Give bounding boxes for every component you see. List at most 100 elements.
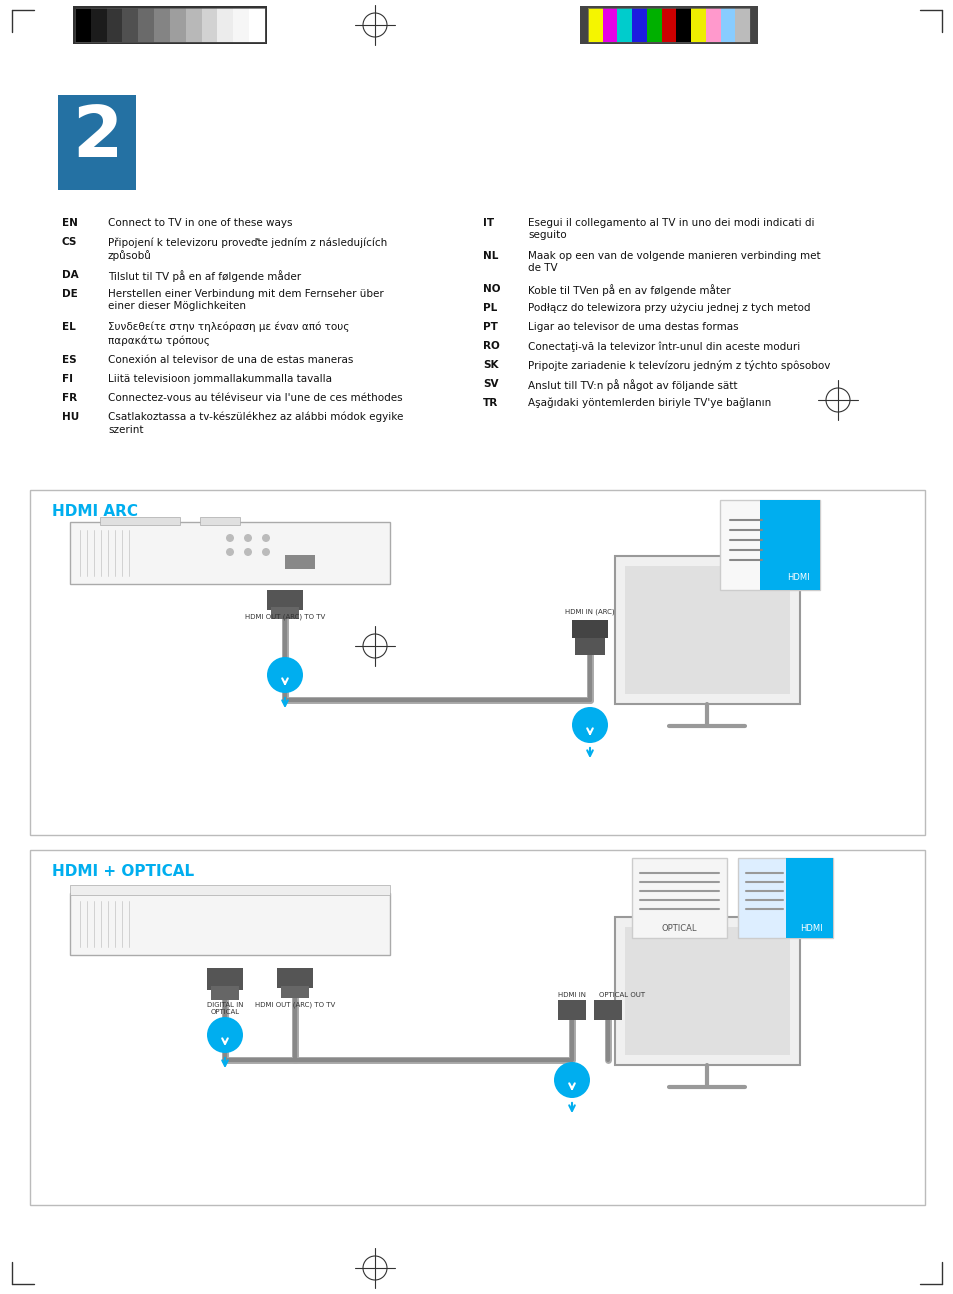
Text: FI: FI — [62, 374, 73, 384]
Text: Conectaţi-vă la televizor într-unul din aceste moduri: Conectaţi-vă la televizor într-unul din … — [527, 342, 800, 352]
Bar — [122, 8, 139, 41]
Bar — [30, 490, 924, 835]
Bar — [676, 8, 691, 41]
Text: Csatlakoztassa a tv-készülékhez az alábbi módok egyike
szerint: Csatlakoztassa a tv-készülékhez az alább… — [108, 411, 403, 435]
Text: HDMI IN (ARC): HDMI IN (ARC) — [564, 608, 614, 615]
Circle shape — [262, 534, 270, 542]
Bar — [107, 8, 123, 41]
Text: Aşağıdaki yöntemlerden biriyle TV'ye bağlanın: Aşağıdaki yöntemlerden biriyle TV'ye bağ… — [527, 399, 770, 409]
Bar — [217, 8, 233, 41]
Bar — [676, 8, 691, 41]
Bar — [154, 8, 171, 41]
Bar — [602, 8, 618, 41]
Bar — [785, 858, 832, 938]
Bar — [661, 8, 677, 41]
Bar — [170, 8, 186, 41]
Bar — [73, 6, 267, 44]
Text: SK: SK — [482, 360, 498, 370]
Bar — [207, 968, 243, 990]
Bar — [720, 8, 735, 41]
Bar — [70, 893, 390, 955]
Bar — [285, 555, 314, 569]
Bar — [91, 8, 107, 41]
Bar — [58, 94, 136, 190]
Bar — [587, 8, 749, 41]
Bar — [646, 8, 661, 41]
Text: ES: ES — [62, 355, 76, 365]
Circle shape — [572, 707, 607, 743]
Text: DE: DE — [62, 289, 77, 299]
Text: NL: NL — [482, 251, 497, 261]
Bar — [122, 8, 139, 41]
Circle shape — [244, 547, 252, 556]
Bar — [624, 927, 789, 1055]
Bar — [200, 518, 240, 525]
Bar — [624, 565, 789, 694]
Bar — [154, 8, 171, 41]
Bar — [705, 8, 720, 41]
Bar — [617, 8, 632, 41]
Text: HDMI IN: HDMI IN — [558, 992, 585, 998]
Bar — [233, 8, 250, 41]
Text: FR: FR — [62, 393, 77, 402]
Text: OPTICAL: OPTICAL — [661, 924, 697, 933]
Bar — [615, 556, 800, 704]
Bar — [233, 8, 250, 41]
Text: Liitä televisioon jommallakummalla tavalla: Liitä televisioon jommallakummalla taval… — [108, 374, 332, 384]
Bar — [75, 8, 265, 41]
Text: Pripojte zariadenie k televízoru jedným z týchto spôsobov: Pripojte zariadenie k televízoru jedným … — [527, 360, 829, 371]
Bar — [690, 8, 705, 41]
Bar — [249, 8, 265, 41]
Text: NO: NO — [482, 283, 500, 294]
Bar — [617, 8, 632, 41]
Text: Herstellen einer Verbindung mit dem Fernseher über
einer dieser Möglichkeiten: Herstellen einer Verbindung mit dem Fern… — [108, 289, 383, 312]
Text: Connect to TV in one of these ways: Connect to TV in one of these ways — [108, 217, 293, 228]
Circle shape — [226, 547, 233, 556]
Circle shape — [244, 534, 252, 542]
Text: HDMI: HDMI — [800, 924, 822, 933]
Text: PT: PT — [482, 322, 497, 333]
Text: Anslut till TV:n på något av följande sätt: Anslut till TV:n på något av följande sä… — [527, 379, 737, 391]
Text: IT: IT — [482, 217, 494, 228]
Text: HU: HU — [62, 411, 79, 422]
Bar — [138, 8, 154, 41]
Bar — [690, 8, 705, 41]
Circle shape — [226, 534, 233, 542]
Circle shape — [262, 547, 270, 556]
Text: DA: DA — [62, 270, 78, 280]
Bar — [572, 620, 607, 638]
Bar — [217, 8, 233, 41]
Text: Ligar ao televisor de uma destas formas: Ligar ao televisor de uma destas formas — [527, 322, 738, 333]
Text: HDMI OUT (ARC) TO TV: HDMI OUT (ARC) TO TV — [245, 613, 325, 620]
Text: TR: TR — [482, 399, 497, 408]
Circle shape — [267, 657, 303, 694]
Text: RO: RO — [482, 342, 499, 351]
Bar — [602, 8, 618, 41]
Text: HDMI + OPTICAL: HDMI + OPTICAL — [52, 864, 193, 879]
Bar — [661, 8, 677, 41]
Text: EN: EN — [62, 217, 78, 228]
Bar — [75, 8, 91, 41]
Text: Συνδεθείτε στην τηλεόραση με έναν από τους
παρακάτω τρόπους: Συνδεθείτε στην τηλεόραση με έναν από το… — [108, 322, 349, 345]
Bar — [30, 850, 924, 1205]
Bar — [631, 858, 726, 938]
Bar — [281, 986, 309, 998]
Text: HDMI OUT (ARC) TO TV: HDMI OUT (ARC) TO TV — [254, 1002, 335, 1008]
Bar — [632, 8, 647, 41]
Circle shape — [207, 1017, 243, 1053]
Bar — [271, 607, 298, 619]
Text: Podłącz do telewizora przy użyciu jednej z tych metod: Podłącz do telewizora przy użyciu jednej… — [527, 303, 810, 313]
Bar — [579, 6, 758, 44]
Text: Maak op een van de volgende manieren verbinding met
de TV: Maak op een van de volgende manieren ver… — [527, 251, 820, 273]
Bar — [91, 8, 107, 41]
Bar — [575, 633, 604, 655]
Text: PL: PL — [482, 303, 497, 313]
Bar — [201, 8, 218, 41]
Text: HDMI ARC: HDMI ARC — [52, 503, 138, 519]
Text: DIGITAL IN
OPTICAL: DIGITAL IN OPTICAL — [207, 1002, 243, 1016]
Bar — [170, 8, 186, 41]
Text: Esegui il collegamento al TV in uno dei modi indicati di
seguito: Esegui il collegamento al TV in uno dei … — [527, 217, 814, 241]
Bar — [186, 8, 202, 41]
Bar — [705, 8, 720, 41]
Bar — [720, 499, 820, 590]
